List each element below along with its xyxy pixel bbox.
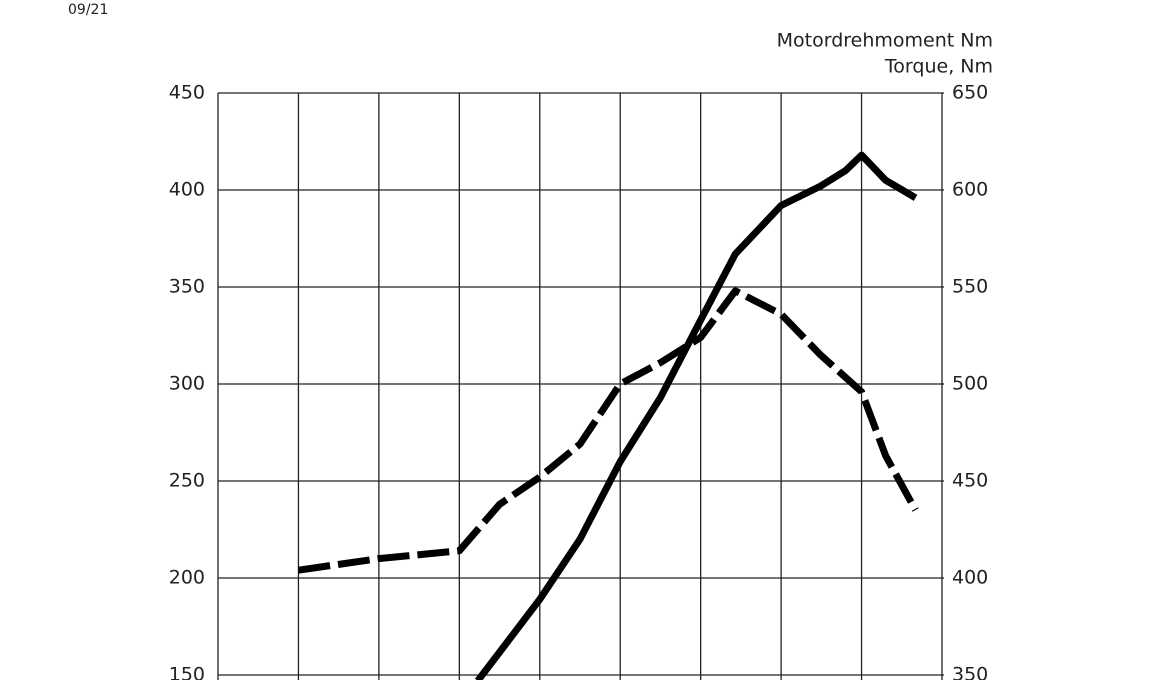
y-tick-label: 350 [169, 276, 205, 298]
y-tick-label: 450 [169, 82, 205, 104]
y2-tick-label: 500 [952, 373, 988, 395]
y2-tick-label: 450 [952, 470, 988, 492]
y-tick-label: 150 [169, 664, 205, 680]
y2-title: Motordrehmoment Nm [777, 30, 993, 52]
y2-tick-label: 650 [952, 82, 988, 104]
date-label: 09/21 [68, 2, 108, 18]
y2-tick-label: 550 [952, 276, 988, 298]
y2-title: Torque, Nm [884, 56, 993, 78]
y-tick-label: 300 [169, 373, 205, 395]
y-tick-label: 250 [169, 470, 205, 492]
y2-tick-label: 400 [952, 567, 988, 589]
y-tick-label: 200 [169, 567, 205, 589]
y-tick-label: 400 [169, 179, 205, 201]
series-line [475, 151, 918, 680]
series-line [297, 287, 919, 574]
y2-tick-label: 600 [952, 179, 988, 201]
y2-tick-label: 350 [952, 664, 988, 680]
